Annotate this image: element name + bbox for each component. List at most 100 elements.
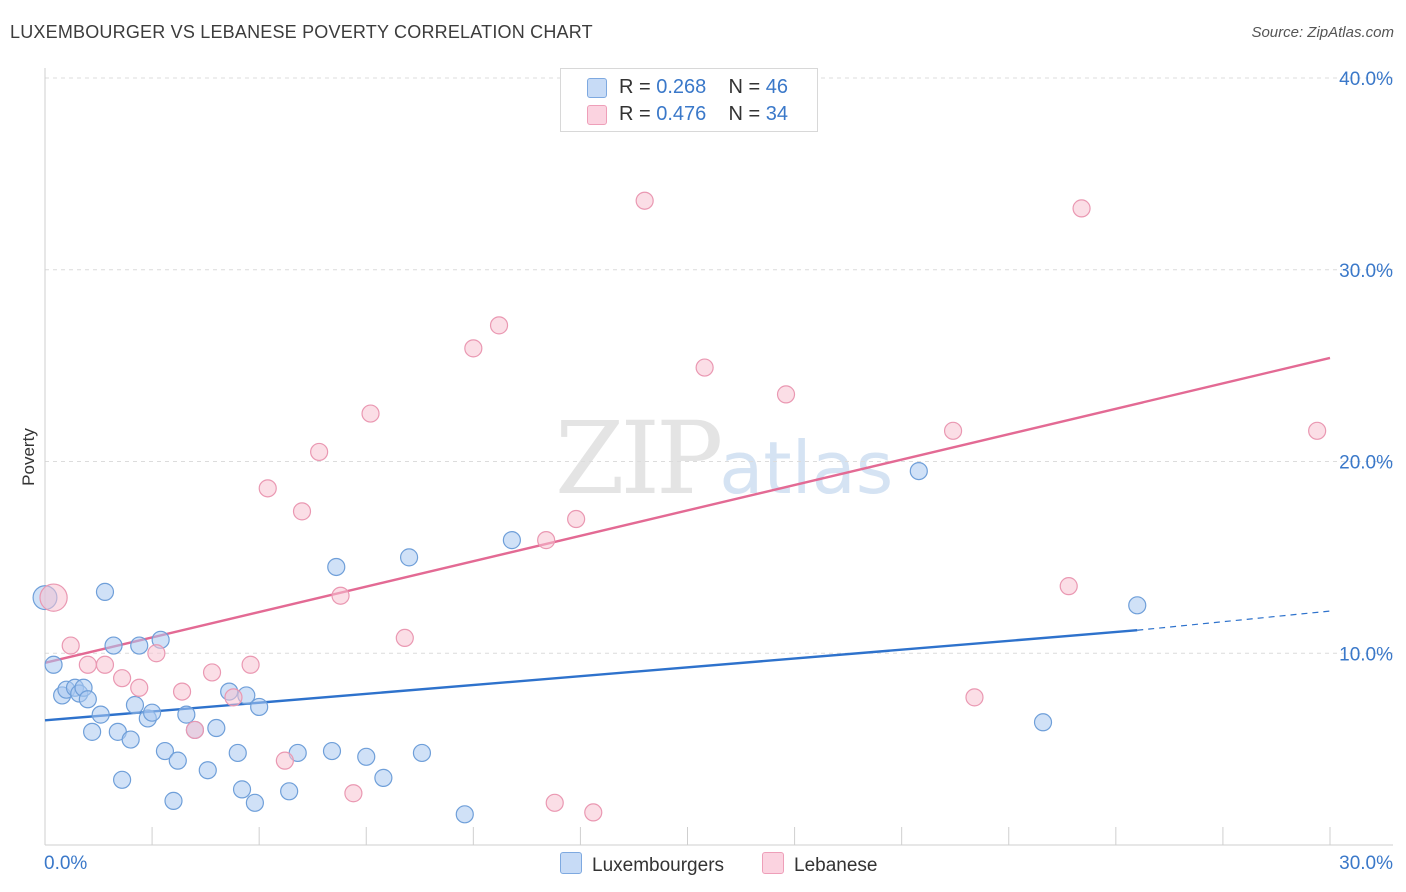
lebanese-point (185, 720, 205, 740)
y-tick-label: 20.0% (1339, 453, 1393, 474)
luxembourgers-point (164, 791, 183, 810)
chart-title: LUXEMBOURGER VS LEBANESE POVERTY CORRELA… (10, 22, 593, 42)
luxembourgers-point (455, 805, 474, 824)
luxembourgers-point (95, 582, 115, 601)
y-tick-label: 30.0% (1339, 261, 1393, 282)
y-tick-label: 10.0% (1339, 644, 1393, 665)
bottom-legend-label-luxembourgers: Luxembourgers (592, 855, 725, 876)
lebanese-point (361, 404, 380, 423)
bottom-legend-label-lebanese: Lebanese (794, 855, 878, 876)
legend-r-value: 0.476 (656, 103, 707, 125)
lebanese-point (1308, 421, 1327, 440)
lebanese-point (95, 655, 115, 674)
bottom-legend-lebanese: Lebanese (762, 852, 877, 877)
lebanese-point (61, 636, 80, 655)
lebanese-point (331, 586, 350, 605)
legend-n-label: N = (728, 76, 761, 98)
y-tick-label: 40.0% (1339, 69, 1393, 90)
lebanese-points (39, 191, 1327, 822)
correlation-legend: R = 0.268 N = 46 R = 0.476 N = 34 (560, 68, 818, 132)
luxembourgers-point (399, 548, 419, 567)
lebanese-point (545, 793, 564, 812)
lebanese-trend-line (44, 356, 1331, 665)
luxembourgers-point (130, 636, 149, 655)
axis-layer (44, 68, 1393, 846)
lebanese-point (635, 191, 654, 210)
luxembourgers-point (327, 557, 346, 577)
luxembourgers-point (1033, 713, 1053, 732)
legend-n-value: 34 (765, 103, 789, 125)
x-tick-label-min: 0.0% (44, 853, 87, 874)
luxembourgers-point (177, 705, 196, 724)
luxembourgers-point (357, 747, 376, 766)
lebanese-point (965, 688, 984, 707)
lebanese-point (776, 385, 796, 404)
bottom-legend-swatch-luxembourgers (560, 852, 582, 874)
legend-swatch-lebanese (587, 105, 607, 125)
lebanese-point (275, 751, 294, 770)
luxembourgers-trend-line (44, 629, 1138, 722)
lebanese-point (112, 669, 132, 688)
luxembourgers-point (78, 690, 97, 709)
lebanese-point (489, 316, 509, 335)
legend-r-value: 0.268 (656, 76, 707, 98)
luxembourgers-point (909, 461, 928, 481)
luxembourgers-trend-layer (44, 610, 1331, 722)
luxembourgers-trend-extension (1137, 610, 1331, 631)
luxembourgers-point (44, 655, 63, 674)
lebanese-point (39, 583, 68, 612)
luxembourgers-point (412, 743, 432, 763)
lebanese-point (1072, 199, 1091, 218)
luxembourgers-point (280, 782, 299, 801)
lebanese-point (537, 531, 556, 550)
lebanese-point (292, 502, 312, 521)
luxembourgers-point (228, 743, 247, 763)
luxembourgers-point (198, 761, 217, 780)
lebanese-point (258, 479, 277, 498)
legend-r-label: R = (619, 76, 651, 98)
legend-n-label: N = (728, 103, 761, 125)
luxembourgers-point (91, 705, 110, 724)
lebanese-point (344, 784, 363, 803)
source-label: Source: ZipAtlas.com (1251, 24, 1394, 41)
lebanese-point (172, 682, 192, 701)
grid-layer (45, 77, 1393, 654)
luxembourgers-point (245, 793, 264, 812)
lebanese-point (224, 688, 243, 707)
luxembourgers-point (232, 780, 252, 799)
watermark-zip: ZIP (555, 400, 723, 517)
luxembourgers-point (374, 768, 393, 787)
luxembourgers-point (142, 703, 162, 722)
x-tick-label-max: 30.0% (1339, 853, 1393, 874)
lebanese-point (310, 442, 329, 462)
lebanese-trend-layer (44, 356, 1331, 665)
luxembourgers-point (125, 695, 145, 715)
luxembourgers-point (1128, 596, 1147, 615)
lebanese-point (943, 421, 963, 440)
luxembourgers-point (502, 531, 521, 550)
lebanese-point (567, 509, 586, 529)
lebanese-point (147, 644, 166, 663)
legend-n-value: 46 (765, 76, 789, 98)
luxembourgers-point (207, 718, 226, 738)
luxembourgers-point (168, 751, 187, 770)
lebanese-point (202, 663, 222, 682)
legend-r-label: R = (619, 103, 651, 125)
lebanese-point (464, 339, 483, 358)
lebanese-point (241, 655, 260, 674)
lebanese-point (130, 678, 149, 697)
y-axis-label: Poverty (19, 428, 38, 486)
luxembourgers-point (322, 741, 342, 761)
legend-swatch-luxembourgers (587, 78, 607, 98)
lebanese-point (1059, 577, 1078, 596)
luxembourgers-point (104, 636, 123, 655)
bottom-legend-luxembourgers: Luxembourgers (560, 852, 724, 877)
lebanese-point (395, 628, 414, 648)
lebanese-point (584, 803, 603, 822)
luxembourgers-point (155, 741, 175, 761)
lebanese-point (695, 358, 714, 377)
luxembourgers-point (112, 770, 132, 789)
bottom-legend-swatch-lebanese (762, 852, 784, 874)
lebanese-point (78, 655, 97, 674)
